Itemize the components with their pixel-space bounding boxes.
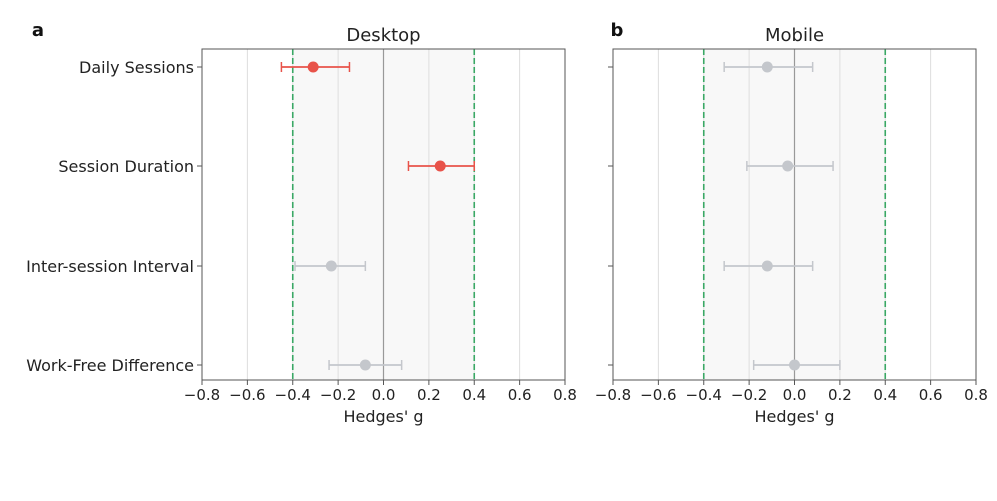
x-tick-label: −0.4: [686, 386, 722, 404]
effect-point: [761, 61, 773, 73]
effect-point: [789, 359, 800, 371]
effect-point: [434, 160, 446, 172]
x-tick-label: −0.6: [640, 386, 676, 404]
x-tick-label: −0.6: [229, 386, 265, 404]
x-tick-label: −0.2: [320, 386, 356, 404]
category-label: Session Duration: [58, 157, 194, 176]
x-tick-label: −0.8: [595, 386, 631, 404]
panel-b: −0.8 −0.6 −0.4 −0.2 0.0 0.2 0.4 0.6 0.8 Mobile b He…: [595, 20, 988, 426]
effect-point: [782, 160, 794, 172]
effect-point: [307, 61, 319, 73]
x-tick-label: 0.6: [919, 386, 943, 404]
effect-point: [359, 359, 371, 371]
x-tick-label: −0.8: [184, 386, 220, 404]
panel-letter: b: [611, 20, 624, 41]
x-tick-label: 0.8: [964, 386, 988, 404]
x-tick-label: 0.8: [553, 386, 577, 404]
x-tick-label: −0.2: [731, 386, 767, 404]
x-tick-label: 0.0: [783, 386, 807, 404]
x-tick-label: 0.6: [508, 386, 532, 404]
x-tick-label: 0.2: [828, 386, 852, 404]
panel-letter: a: [32, 20, 44, 41]
panel-title: Mobile: [765, 25, 824, 46]
panel-a: −0.8 −0.6 −0.4 −0.2 0.0 0.2 0.4 0.6 0.8 Daily Ses…: [26, 20, 577, 426]
x-axis-label: Hedges' g: [754, 407, 834, 426]
x-tick-label: −0.4: [275, 386, 311, 404]
x-tick-label: 0.0: [372, 386, 396, 404]
panel-title: Desktop: [346, 25, 420, 46]
category-label: Inter-session Interval: [26, 257, 194, 276]
effect-point: [325, 260, 337, 272]
category-label: Daily Sessions: [79, 58, 194, 77]
category-label: Work-Free Difference: [26, 356, 194, 375]
x-tick-label: 0.2: [417, 386, 441, 404]
effect-point: [761, 260, 773, 272]
x-tick-label: 0.4: [873, 386, 897, 404]
x-tick-label: 0.4: [462, 386, 486, 404]
x-axis-label: Hedges' g: [343, 407, 423, 426]
